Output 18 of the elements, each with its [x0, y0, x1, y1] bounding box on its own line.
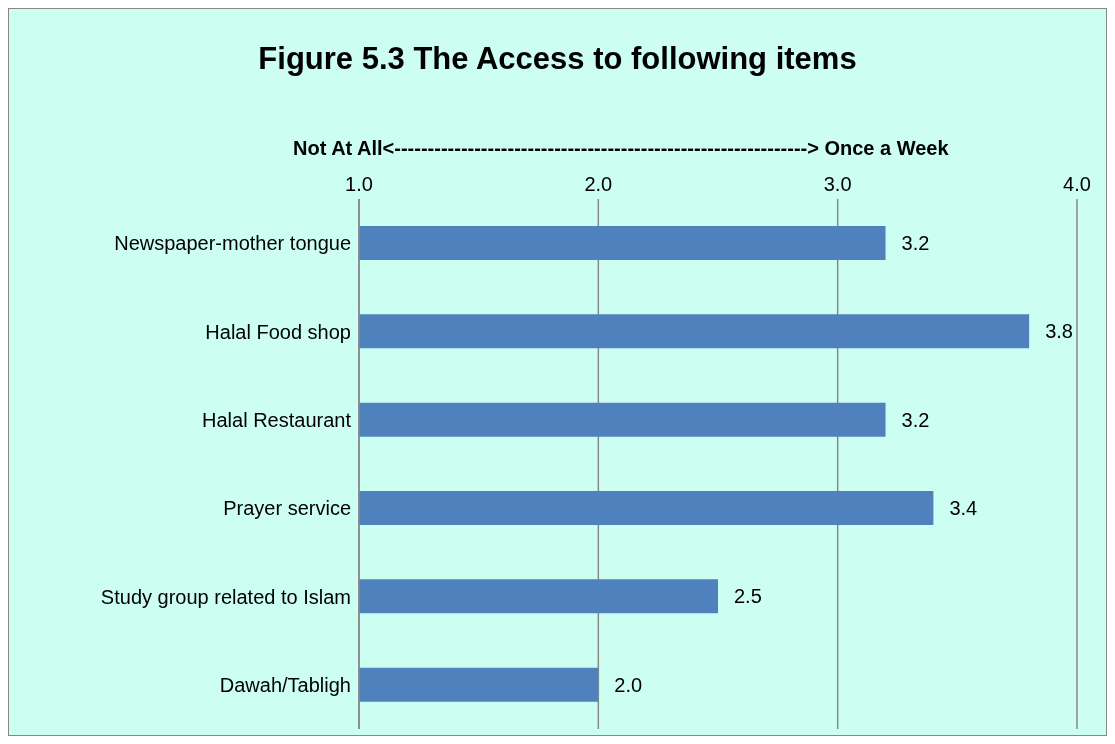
- data-label: 2.0: [614, 673, 643, 696]
- chart-title: Figure 5.3 The Access to following items: [257, 41, 858, 77]
- data-label: 3.4: [949, 497, 978, 519]
- y-tick-label: Prayer service: [223, 497, 351, 520]
- y-tick-label: Study group related to Islam: [100, 585, 351, 608]
- y-tick-label: Dawah/Tabligh: [219, 673, 351, 696]
- y-tick-label: Halal Food shop: [205, 320, 351, 343]
- x-tick-label: 1.0: [345, 173, 373, 195]
- y-tick-label: Newspaper-mother tongue: [114, 232, 351, 255]
- x-tick-label: 3.0: [823, 173, 852, 195]
- x-axis-title: Not At All<--------------------------------------------------------------> Once a Week: [293, 137, 950, 160]
- y-tick-label: Halal Restaurant: [202, 408, 352, 431]
- data-label: 3.2: [901, 232, 930, 254]
- data-label: 2.5: [734, 585, 762, 608]
- x-tick-label: 4.0: [1063, 173, 1091, 195]
- x-tick-label: 2.0: [584, 173, 613, 195]
- data-label: 3.8: [1045, 320, 1073, 343]
- data-label: 3.2: [901, 408, 930, 431]
